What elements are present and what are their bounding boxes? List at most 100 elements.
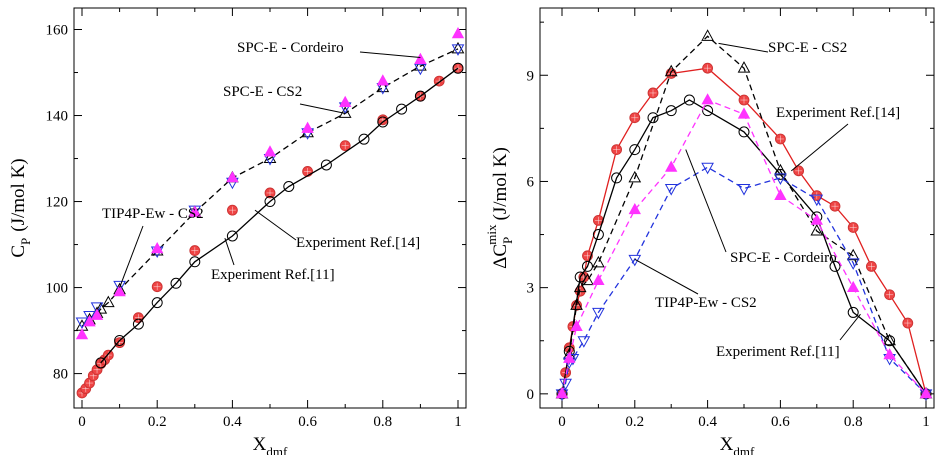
data-point-s3-5: [592, 307, 605, 320]
data-point-s3-10: [774, 173, 787, 185]
data-point-s4-7: [737, 107, 751, 119]
data-point-s4-3: [592, 273, 605, 285]
data-point-s1-15: [847, 306, 859, 318]
annotation-label: Experiment Ref.[14]: [776, 105, 900, 121]
data-point-s3-4: [577, 336, 591, 348]
annotation-leader-line: [359, 51, 421, 58]
series-line-1: [100, 67, 459, 364]
data-point-s3-2: [90, 302, 104, 314]
annotation-2: SPC-E - Cordeiro: [685, 149, 837, 266]
x-axis-label: Xdmf: [720, 434, 755, 455]
y-axis-label: ΔCPmix (J/mol K): [484, 147, 515, 269]
series-line-2: [561, 35, 927, 395]
data-point-s4-4: [628, 202, 641, 215]
x-axis-label-main: X: [253, 434, 267, 455]
annotation-leader-line: [634, 258, 699, 295]
left-chart-cp: 0 0.2 0.4 0.6 0.8 1 80 100 120 140 160 Xdmf CP (J/mol…: [8, 7, 467, 455]
data-point-s4-0: [75, 328, 89, 340]
data-point-s4-11: [883, 348, 896, 360]
annotation-label: SPC-E - CS2: [223, 84, 302, 100]
x-axis-label-main: X: [720, 434, 734, 455]
data-point-s2-4: [101, 295, 115, 308]
x-axis-label: Xdmf: [253, 434, 288, 455]
y-tick-label: 0: [527, 387, 535, 403]
series-0: [76, 62, 464, 399]
annotation-label: Experiment Ref.[11]: [211, 267, 335, 283]
data-point-s3-1: [83, 311, 96, 323]
y-axis-label: CP (J/mol K): [8, 158, 33, 257]
data-point-s4-6: [226, 171, 239, 183]
data-point-s2-8: [701, 29, 714, 41]
annotation-4: Experiment Ref.[11]: [716, 313, 861, 360]
annotation-leader-line: [718, 42, 769, 53]
data-point-s1-13: [414, 90, 426, 102]
data-point-s4-3: [113, 285, 126, 297]
annotation-leader-line: [685, 149, 727, 253]
x-tick-label: 0.4: [698, 414, 717, 430]
annotation-label: TIP4P-Ew - CS2: [655, 295, 757, 311]
y-tick-label: 100: [46, 281, 69, 297]
annotation-leader-line: [119, 225, 144, 288]
x-tick-label: 0.4: [223, 414, 242, 430]
y-axis-label-sub: P: [18, 238, 33, 245]
data-point-s3-11: [810, 194, 824, 207]
y-tick-label: 6: [527, 174, 535, 190]
data-point-s4-7: [263, 145, 277, 157]
data-point-s4-10: [376, 74, 389, 86]
y-tick-label: 3: [527, 281, 535, 297]
data-point-s1-8: [665, 105, 677, 117]
data-point-s2-3: [94, 302, 108, 314]
data-point-s4-12: [451, 26, 465, 39]
x-tick-label: 0.2: [148, 414, 167, 430]
data-point-s4-6: [701, 93, 714, 105]
y-tick-label: 80: [53, 367, 68, 383]
data-point-s4-9: [339, 95, 352, 108]
series-line-1: [561, 99, 927, 395]
data-point-s3-11: [414, 63, 427, 76]
x-tick-label: 0: [78, 414, 86, 430]
y-axis-label-main: ΔC: [490, 244, 511, 269]
series-1: [95, 62, 464, 369]
y-tick-label: 9: [527, 68, 535, 84]
data-point-s2-2: [570, 298, 583, 310]
x-tick-label: 0: [558, 414, 566, 430]
data-point-s1-5: [611, 172, 623, 184]
data-point-s1-8: [283, 180, 295, 192]
annotation-label: Experiment Ref.[14]: [296, 235, 420, 251]
data-point-s1-2: [132, 318, 144, 330]
annotation-3: Experiment Ref.[14]: [254, 209, 420, 251]
data-point-s2-4: [581, 273, 594, 286]
series-4: [555, 93, 933, 399]
data-point-s4-9: [810, 213, 823, 225]
data-point-s3-7: [664, 184, 678, 196]
y-axis-label-sup: mix: [484, 224, 499, 245]
data-point-s3-12: [846, 258, 860, 270]
annotation-label: SPC-E - Cordeiro: [237, 40, 344, 56]
annotation-label: SPC-E - Cordeiro: [730, 250, 837, 266]
data-point-s1-9: [320, 159, 332, 171]
data-point-s4-1: [83, 315, 96, 327]
series-3: [555, 162, 933, 401]
data-point-s2-11: [810, 223, 824, 236]
data-point-s1-10: [358, 133, 370, 145]
data-point-s2-5: [592, 255, 605, 268]
y-axis-label-unit: (J/mol K): [490, 147, 511, 220]
data-point-s1-14: [829, 260, 841, 272]
data-point-s4-10: [847, 280, 860, 293]
data-point-s2-13: [414, 59, 427, 71]
data-point-s2-12: [846, 248, 860, 261]
annotation-3: TIP4P-Ew - CS2: [634, 258, 757, 311]
data-point-s3-8: [701, 162, 714, 175]
data-point-s1-12: [396, 103, 408, 115]
x-tick-label: 1: [454, 414, 462, 430]
annotation-4: Experiment Ref.[11]: [211, 237, 335, 283]
data-point-s2-3: [573, 280, 587, 293]
data-point-s4-2: [570, 319, 583, 331]
data-point-s4-5: [665, 160, 678, 172]
data-point-s3-3: [113, 280, 126, 293]
data-point-s1-3: [581, 260, 593, 272]
data-point-s1-1: [114, 334, 126, 346]
annotation-label: TIP4P-Ew - CS2: [102, 206, 204, 222]
data-point-s2-9: [263, 151, 277, 164]
